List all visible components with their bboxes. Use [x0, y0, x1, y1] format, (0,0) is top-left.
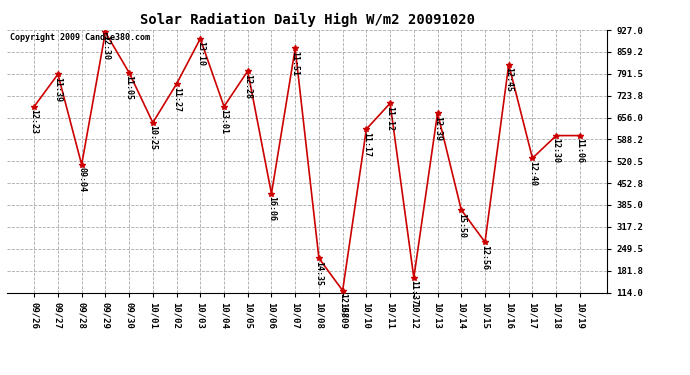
Text: 11:06: 11:06: [575, 138, 584, 164]
Text: 12:30: 12:30: [101, 35, 110, 60]
Text: 12:45: 12:45: [504, 68, 513, 92]
Text: 11:27: 11:27: [172, 87, 181, 112]
Text: 11:51: 11:51: [290, 51, 299, 76]
Text: 12:56: 12:56: [480, 245, 489, 270]
Text: 11:17: 11:17: [362, 132, 371, 157]
Title: Solar Radiation Daily High W/m2 20091020: Solar Radiation Daily High W/m2 20091020: [139, 13, 475, 27]
Text: 11:37: 11:37: [409, 280, 418, 305]
Text: 12:58: 12:58: [338, 293, 347, 318]
Text: 11:05: 11:05: [125, 75, 134, 100]
Text: 14:35: 14:35: [315, 261, 324, 286]
Text: 12:23: 12:23: [30, 109, 39, 134]
Text: 13:01: 13:01: [219, 109, 228, 134]
Text: 15:50: 15:50: [457, 213, 466, 238]
Text: 13:10: 13:10: [196, 42, 205, 66]
Text: 12:39: 12:39: [433, 116, 442, 141]
Text: 12:28: 12:28: [244, 74, 253, 99]
Text: 12:30: 12:30: [552, 138, 561, 164]
Text: 12:40: 12:40: [528, 161, 537, 186]
Text: 09:04: 09:04: [77, 167, 86, 192]
Text: 11:39: 11:39: [53, 77, 62, 102]
Text: 16:06: 16:06: [267, 196, 276, 222]
Text: Copyright 2009 Candle380.com: Copyright 2009 Candle380.com: [10, 33, 150, 42]
Text: 10:25: 10:25: [148, 126, 157, 150]
Text: 11:12: 11:12: [386, 106, 395, 131]
